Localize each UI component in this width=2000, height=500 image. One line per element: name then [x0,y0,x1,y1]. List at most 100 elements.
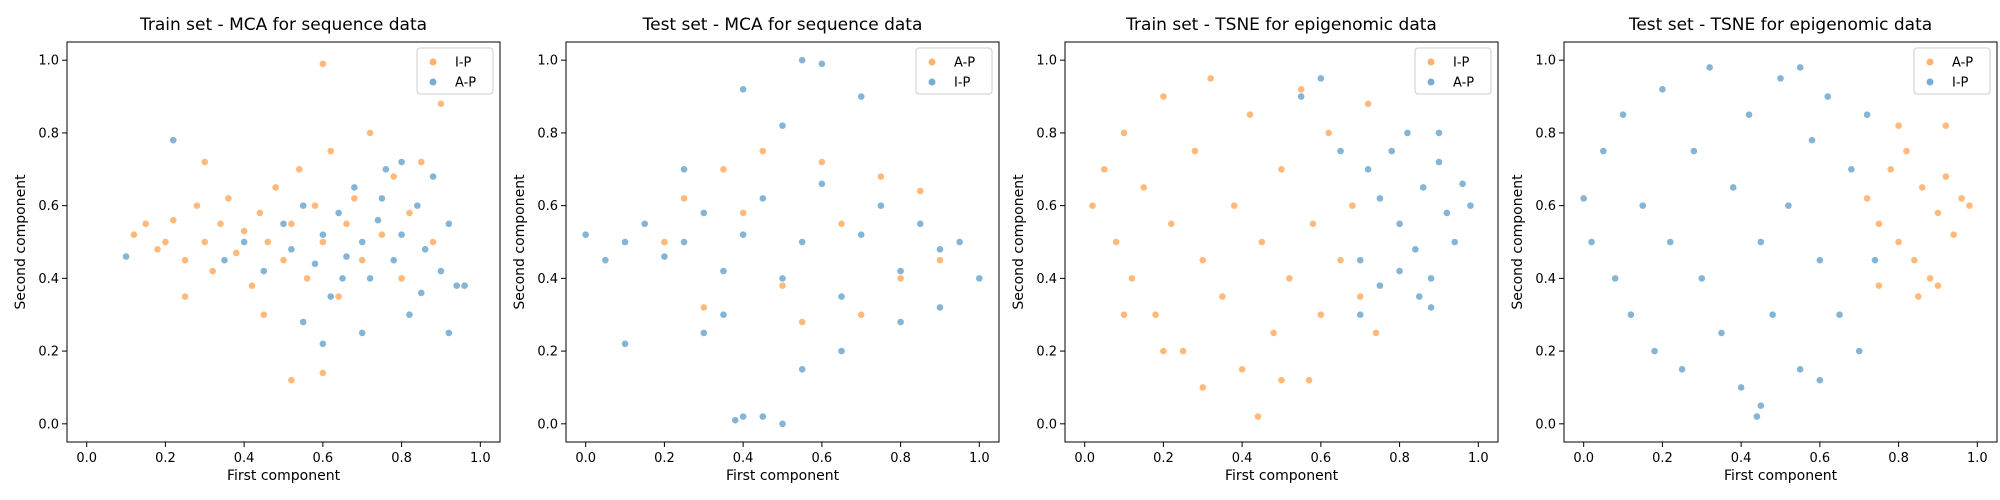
y-tick-label: 0.0 [1036,417,1057,432]
data-point [1388,147,1396,155]
y-tick-label: 1.0 [1036,54,1057,69]
data-point [1364,100,1372,108]
series-I-P [582,56,983,428]
data-point [1191,147,1199,155]
data-point [916,220,924,228]
legend: I-P A-P [416,47,494,95]
data-point [461,282,468,289]
data-point [1777,75,1784,82]
data-point [1875,220,1883,228]
data-point [169,216,177,224]
data-point [779,275,786,282]
series-A-P [1863,122,1973,300]
data-point [169,136,177,144]
legend-label: A-P [1952,56,1973,71]
data-point [1199,384,1207,391]
data-point [621,238,629,246]
data-point [720,311,727,319]
data-point [1698,275,1706,282]
data-point [1887,165,1895,173]
data-point [936,256,944,264]
data-point [260,311,268,319]
data-point [1372,329,1380,337]
data-point [406,209,413,217]
data-point [877,173,885,180]
legend-marker [928,78,936,86]
legend: A-P I-P [1913,47,1991,95]
plot-frame [565,41,1000,443]
data-point [1427,275,1435,282]
data-point [240,238,248,246]
data-point [1824,93,1832,100]
data-point [209,267,216,275]
series-I-P [1089,75,1380,420]
x-tick-label: 0.2 [1652,451,1673,466]
data-point [181,256,189,264]
data-point [779,282,786,289]
y-tick-label: 1.0 [1535,54,1556,69]
data-point [280,220,287,228]
x-tick-label: 0.0 [1573,451,1594,466]
data-point [621,340,629,348]
data-point [1258,238,1266,246]
x-tick-label: 0.0 [575,451,596,466]
data-point [398,158,405,166]
data-point [1415,293,1423,300]
y-tick-label: 0.6 [537,199,558,214]
data-point [1101,165,1108,173]
data-point [1179,347,1187,355]
data-point [798,365,806,373]
x-tick-label: 0.4 [1731,451,1752,466]
legend-marker [1427,58,1435,66]
data-point [1349,202,1356,209]
data-point [818,158,826,166]
y-tick-label: 0.8 [537,126,558,141]
x-tick-label: 0.2 [1153,451,1174,466]
data-point [720,165,727,173]
chart-title: Test set - MCA for sequence data [642,15,923,35]
data-point [319,238,327,246]
data-point [319,231,327,239]
data-point [1848,165,1855,173]
data-point [1796,64,1804,71]
y-tick-label: 0.8 [38,126,59,141]
chart-title: Test set - TSNE for epigenomic data [1628,15,1932,35]
data-point [857,93,865,100]
data-point [1396,220,1403,228]
legend-label: A-P [954,56,975,71]
data-point [857,311,865,319]
chart-panel-4: Test set - TSNE for epigenomic data 0.0 0.… [1510,15,1998,484]
data-point [602,256,609,264]
legend-marker [1926,78,1934,86]
y-axis-label: Second component [1510,174,1526,310]
data-point [1167,220,1175,228]
data-point [1769,311,1776,319]
data-point [339,275,346,282]
data-point [838,220,845,228]
y-tick-label: 0.8 [1036,126,1057,141]
data-point [798,238,806,246]
data-point [1376,282,1384,289]
data-point [1199,256,1207,264]
data-point [378,231,386,239]
data-point [335,293,342,300]
data-point [1435,158,1443,166]
data-point [1729,184,1737,191]
data-point [1706,64,1713,71]
data-point [1112,238,1120,246]
data-point [288,376,295,384]
data-point [1207,75,1214,82]
data-point [366,129,374,137]
x-tick-label: 0.8 [1389,451,1410,466]
data-point [897,318,904,326]
data-point [351,195,358,202]
data-point [1895,238,1902,246]
data-point [838,293,845,300]
x-tick-label: 0.8 [1888,451,1909,466]
data-point [398,275,405,282]
x-tick-label: 0.0 [76,451,97,466]
data-point [1120,129,1128,137]
data-point [299,202,307,209]
data-point [429,173,437,180]
data-point [429,238,437,246]
